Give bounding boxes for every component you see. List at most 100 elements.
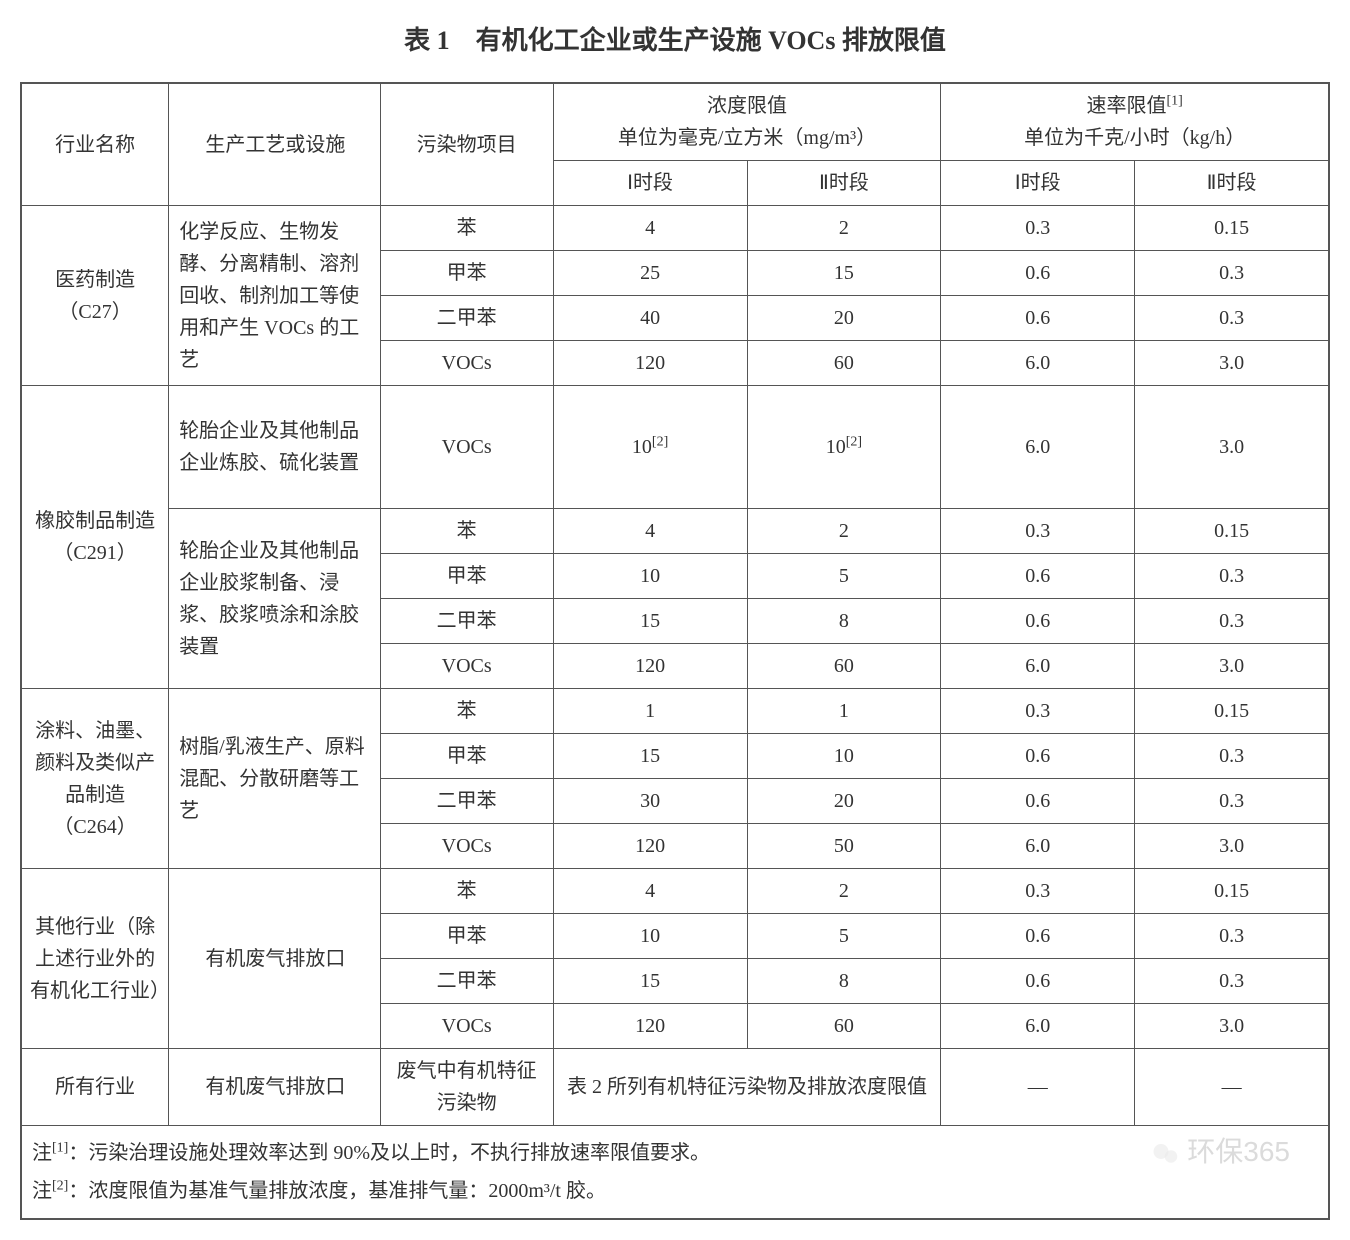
footnote-1-sup: [1]	[52, 1140, 68, 1155]
value-cell: 4	[553, 869, 747, 914]
value-cell: 6.0	[941, 1004, 1135, 1049]
value-cell: 6.0	[941, 644, 1135, 689]
pollutant-cell: 甲苯	[380, 914, 553, 959]
process-cell: 有机废气排放口	[169, 869, 380, 1049]
pollutant-cell: VOCs	[380, 644, 553, 689]
table-title: 表 1 有机化工企业或生产设施 VOCs 排放限值	[20, 20, 1330, 57]
pollutant-cell: 甲苯	[380, 554, 553, 599]
value-cell: 15	[747, 251, 941, 296]
value-cell: 0.6	[941, 914, 1135, 959]
header-rate-phase1: Ⅰ时段	[941, 161, 1135, 206]
value-cell: 0.3	[941, 689, 1135, 734]
value-cell: 0.6	[941, 554, 1135, 599]
value-cell: 25	[553, 251, 747, 296]
value-cell: 0.3	[1135, 914, 1329, 959]
value-cell: 0.3	[1135, 599, 1329, 644]
industry-cell: 其他行业（除上述行业外的有机化工行业）	[21, 869, 169, 1049]
table-row: 橡胶制品制造（C291） 轮胎企业及其他制品企业炼胶、硫化装置 VOCs 10[…	[21, 386, 1329, 509]
value-cell: 0.3	[941, 869, 1135, 914]
value-cell: 10[2]	[747, 386, 941, 509]
value-cell: 1	[553, 689, 747, 734]
header-rate-group: 速率限值[1] 单位为千克/小时（kg/h）	[941, 83, 1329, 161]
table-row: 医药制造（C27） 化学反应、生物发酵、分离精制、溶剂回收、制剂加工等使用和产生…	[21, 206, 1329, 251]
value-cell: 0.3	[1135, 959, 1329, 1004]
pollutant-cell: 二甲苯	[380, 959, 553, 1004]
value-cell: 120	[553, 644, 747, 689]
value-cell: 120	[553, 1004, 747, 1049]
value-cell: 3.0	[1135, 824, 1329, 869]
value-cell: 0.3	[1135, 251, 1329, 296]
value-cell: 0.15	[1135, 869, 1329, 914]
value-cell: 0.15	[1135, 206, 1329, 251]
value-cell: —	[1135, 1049, 1329, 1126]
pollutant-cell: VOCs	[380, 1004, 553, 1049]
header-pollutant: 污染物项目	[380, 83, 553, 206]
value-cell: 120	[553, 824, 747, 869]
header-industry: 行业名称	[21, 83, 169, 206]
value-cell: 6.0	[941, 341, 1135, 386]
value-cell: 20	[747, 296, 941, 341]
value-cell: 8	[747, 959, 941, 1004]
table-row: 涂料、油墨、颜料及类似产品制造（C264） 树脂/乳液生产、原料混配、分散研磨等…	[21, 689, 1329, 734]
value-cell: 10[2]	[553, 386, 747, 509]
value-cell: 50	[747, 824, 941, 869]
value-cell: 6.0	[941, 824, 1135, 869]
industry-cell: 橡胶制品制造（C291）	[21, 386, 169, 689]
pollutant-cell: 苯	[380, 689, 553, 734]
value-cell: 30	[553, 779, 747, 824]
pollutant-cell: 甲苯	[380, 251, 553, 296]
pollutant-cell: VOCs	[380, 341, 553, 386]
value-cell: 3.0	[1135, 644, 1329, 689]
value-cell: 6.0	[941, 386, 1135, 509]
header-process: 生产工艺或设施	[169, 83, 380, 206]
footnote-1-text: ：污染治理设施处理效率达到 90%及以上时，不执行排放速率限值要求。	[68, 1142, 710, 1164]
process-cell: 轮胎企业及其他制品企业胶浆制备、浸浆、胶浆喷涂和涂胶装置	[169, 509, 380, 689]
pollutant-cell: 二甲苯	[380, 296, 553, 341]
value-cell: 0.3	[1135, 779, 1329, 824]
merged-value-cell: 表 2 所列有机特征污染物及排放浓度限值	[553, 1049, 941, 1126]
industry-cell: 医药制造（C27）	[21, 206, 169, 386]
process-cell: 树脂/乳液生产、原料混配、分散研磨等工艺	[169, 689, 380, 869]
footnote-1-prefix: 注	[32, 1142, 52, 1164]
value-cell: 0.6	[941, 251, 1135, 296]
process-cell: 有机废气排放口	[169, 1049, 380, 1126]
header-rate-sup: [1]	[1166, 93, 1182, 108]
table-row: 轮胎企业及其他制品企业胶浆制备、浸浆、胶浆喷涂和涂胶装置 苯 4 2 0.3 0…	[21, 509, 1329, 554]
pollutant-cell: 苯	[380, 206, 553, 251]
value-cell: 20	[747, 779, 941, 824]
pollutant-cell: 废气中有机特征污染物	[380, 1049, 553, 1126]
value-cell: 60	[747, 1004, 941, 1049]
value-cell: 4	[553, 509, 747, 554]
value-cell: 10	[553, 554, 747, 599]
header-rate-text-b: 单位为千克/小时（kg/h）	[1024, 127, 1245, 149]
vocs-emission-limits-table: 行业名称 生产工艺或设施 污染物项目 浓度限值 单位为毫克/立方米（mg/m³）…	[20, 82, 1330, 1220]
table-row: 其他行业（除上述行业外的有机化工行业） 有机废气排放口 苯 4 2 0.3 0.…	[21, 869, 1329, 914]
value-cell: 15	[553, 959, 747, 1004]
footnote-row: 注[1]：污染治理设施处理效率达到 90%及以上时，不执行排放速率限值要求。 注…	[21, 1126, 1329, 1220]
table-row: 所有行业 有机废气排放口 废气中有机特征污染物 表 2 所列有机特征污染物及排放…	[21, 1049, 1329, 1126]
value-cell: 3.0	[1135, 386, 1329, 509]
header-rate-phase2: Ⅱ时段	[1135, 161, 1329, 206]
value-cell: 0.6	[941, 296, 1135, 341]
value-cell: 0.6	[941, 734, 1135, 779]
pollutant-cell: 苯	[380, 509, 553, 554]
value-cell: 15	[553, 599, 747, 644]
footnote-2-sup: [2]	[52, 1178, 68, 1193]
pollutant-cell: 甲苯	[380, 734, 553, 779]
value-cell: 5	[747, 554, 941, 599]
value-cell: 0.3	[1135, 554, 1329, 599]
footnote-2-text: ：浓度限值为基准气量排放浓度，基准排气量：2000m³/t 胶。	[68, 1180, 606, 1202]
process-cell: 轮胎企业及其他制品企业炼胶、硫化装置	[169, 386, 380, 509]
pollutant-cell: VOCs	[380, 386, 553, 509]
value-cell: 2	[747, 509, 941, 554]
value-cell: 8	[747, 599, 941, 644]
value-cell: 10	[747, 734, 941, 779]
header-conc-phase1: Ⅰ时段	[553, 161, 747, 206]
value-cell: 40	[553, 296, 747, 341]
pollutant-cell: 二甲苯	[380, 599, 553, 644]
value-cell: 4	[553, 206, 747, 251]
value-cell: —	[941, 1049, 1135, 1126]
value-cell: 60	[747, 341, 941, 386]
value-cell: 120	[553, 341, 747, 386]
header-rate-text-a: 速率限值	[1086, 95, 1166, 117]
